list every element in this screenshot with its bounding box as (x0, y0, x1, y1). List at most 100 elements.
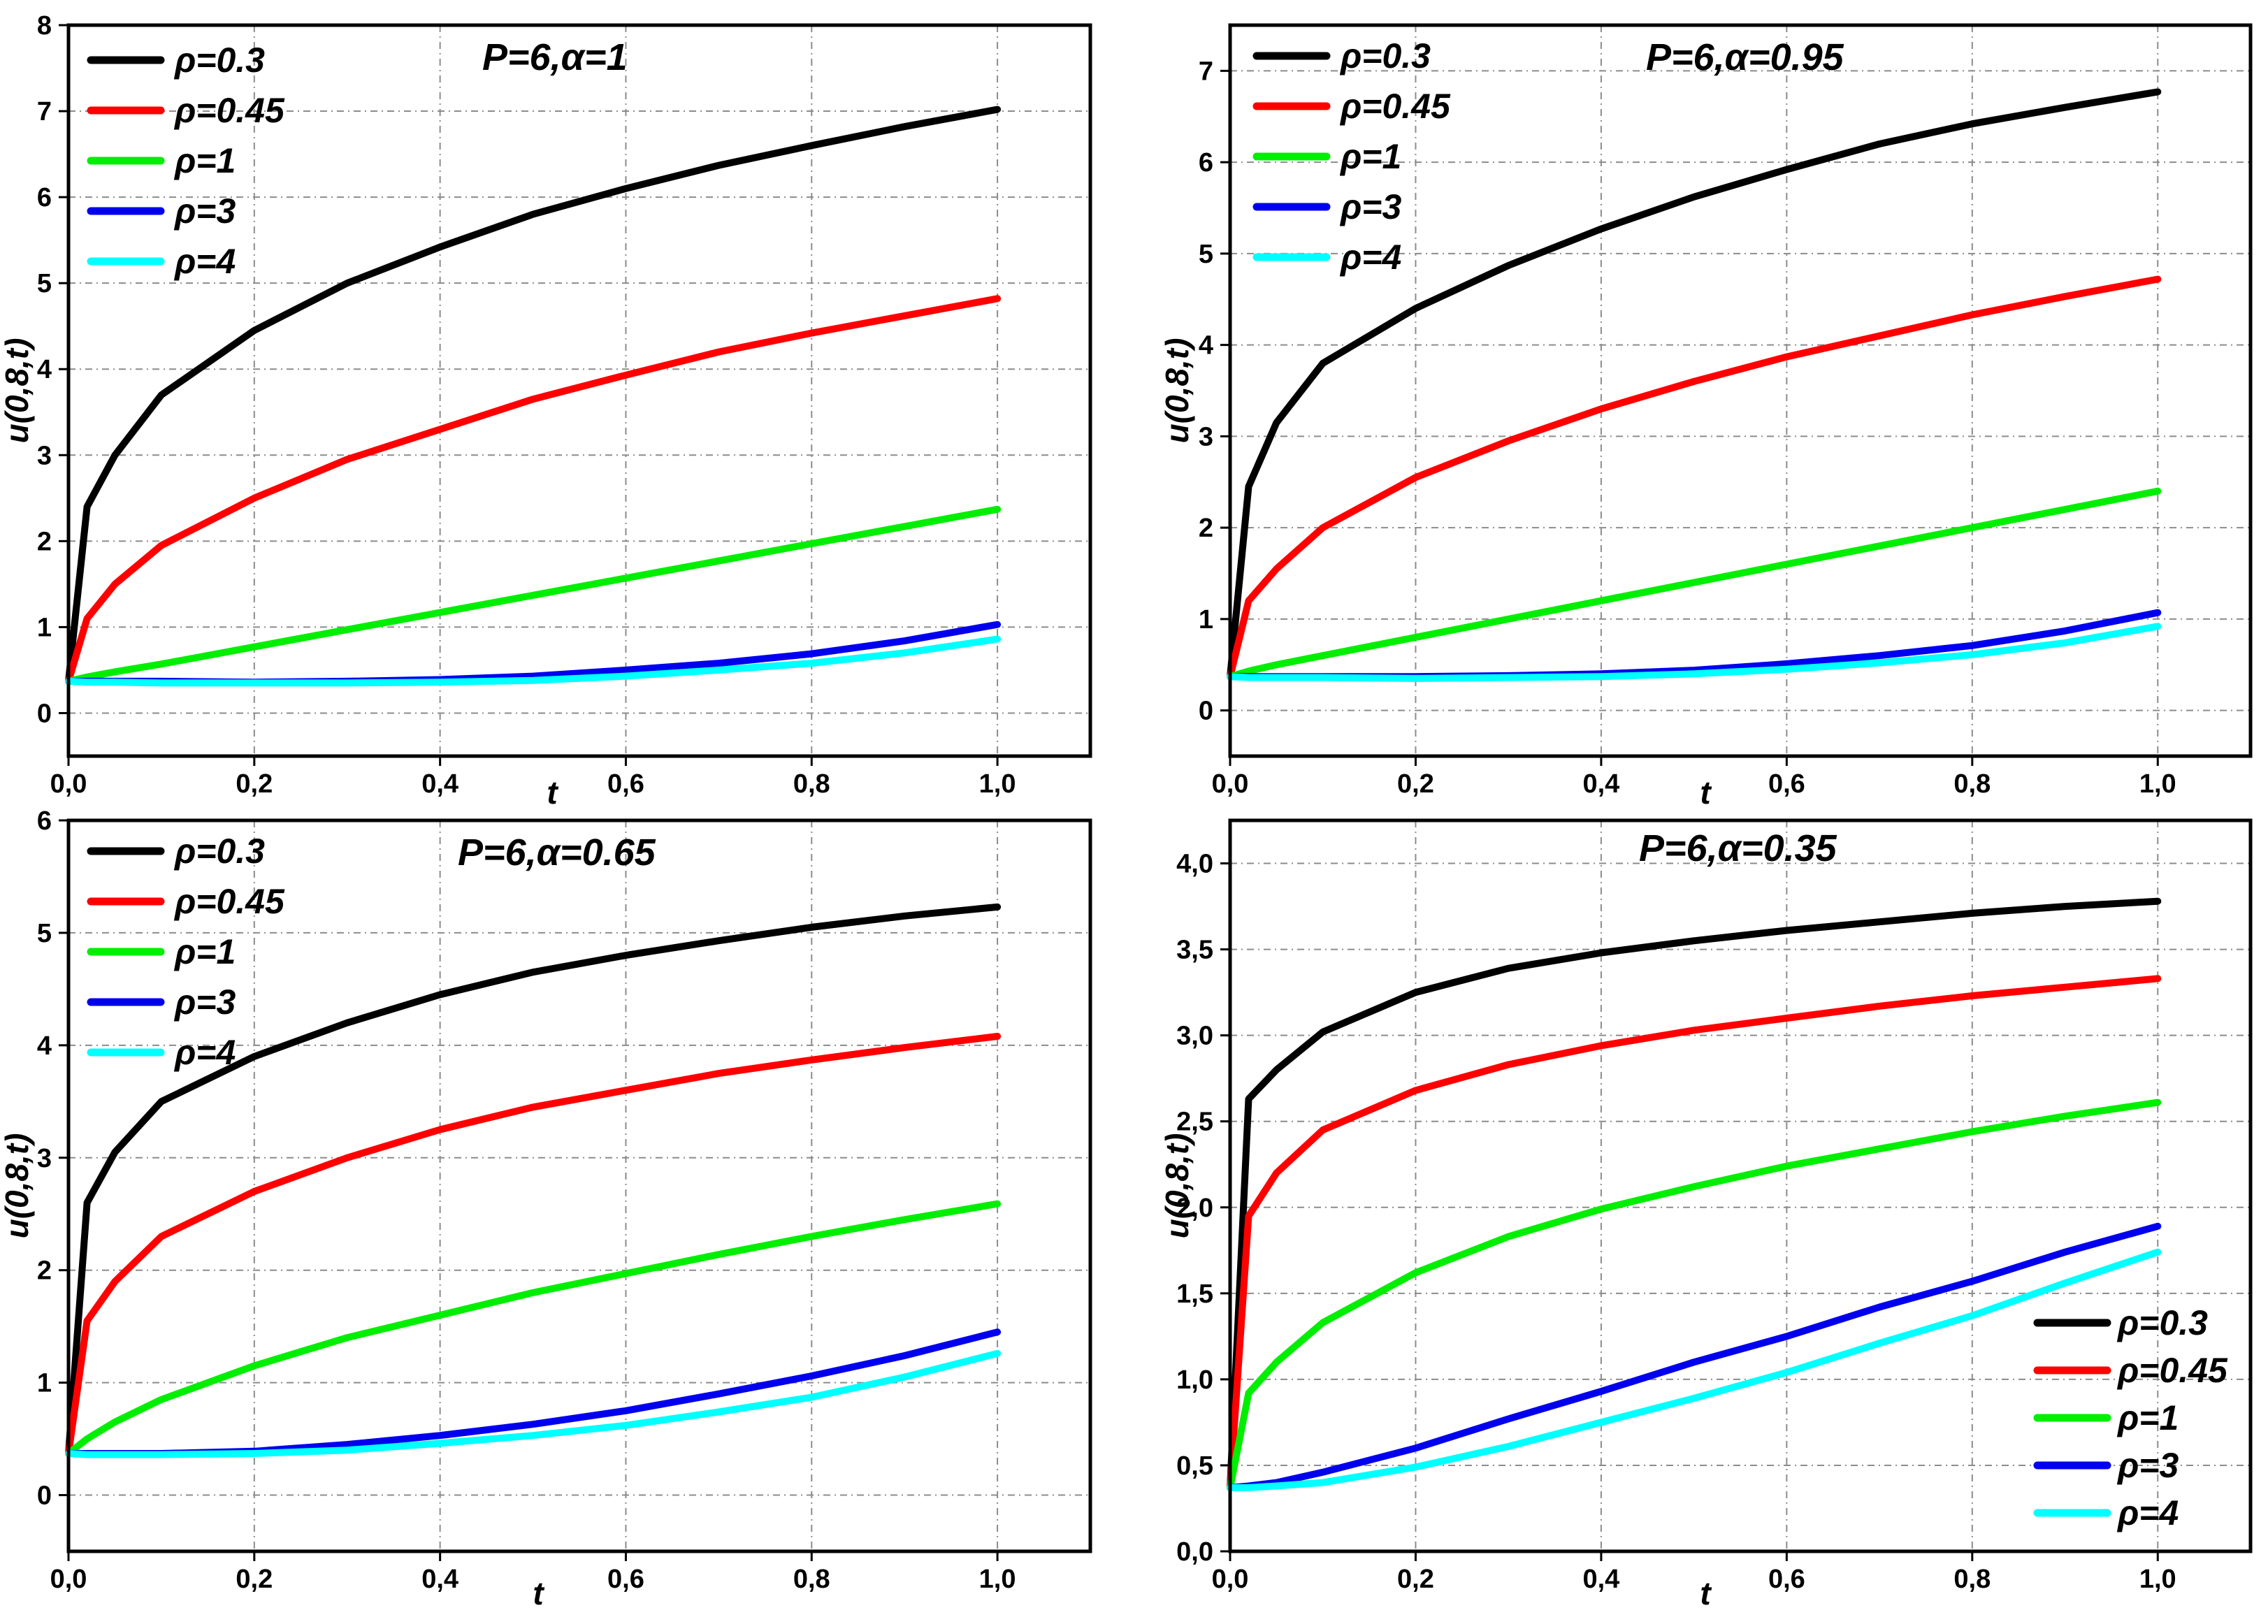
legend-label: ρ=0.3 (173, 832, 265, 871)
x-tick-label: 0,0 (50, 769, 87, 799)
x-tick-label: 0,8 (1953, 769, 1991, 799)
x-tick-label: 0,2 (236, 1565, 273, 1594)
x-tick-label: 0,6 (1768, 769, 1805, 799)
x-tick-label: 1,0 (2139, 1565, 2176, 1594)
y-axis-label: u(0,8,t) (1159, 338, 1195, 444)
y-axis-label: u(0,8,t) (0, 338, 35, 444)
x-tick-label: 0,0 (1212, 1565, 1249, 1594)
x-axis-label: t (1700, 1575, 1712, 1611)
legend: ρ=0.3 ρ=0.45 ρ=1 ρ=3 ρ=4 (87, 41, 285, 281)
x-tick-label: 0,4 (421, 1565, 458, 1594)
y-tick-label: 5 (37, 269, 52, 298)
y-tick-label: 6 (37, 806, 52, 836)
y-tick-label: 8 (37, 11, 52, 41)
x-tick-label: 0,0 (50, 1565, 87, 1594)
chart-title: P=6,α=0.95 (1646, 36, 1844, 78)
y-tick-label: 3 (1199, 422, 1213, 451)
y-tick-label: 4,0 (1176, 850, 1213, 879)
x-tick-label: 0,8 (793, 769, 830, 799)
y-tick-label: 1,5 (1176, 1279, 1213, 1309)
x-tick-label: 0,2 (1397, 769, 1434, 799)
y-tick-label: 5 (1199, 240, 1213, 269)
y-tick-label: 3 (37, 1144, 52, 1173)
x-tick-label: 0,6 (1768, 1565, 1805, 1594)
y-tick-label: 0,5 (1176, 1451, 1213, 1481)
legend: ρ=0.3 ρ=0.45 ρ=1 ρ=3 ρ=4 (1252, 36, 1451, 277)
y-tick-label: 4 (1199, 331, 1213, 361)
x-tick-label: 0,0 (1212, 769, 1249, 799)
chart-panel-2: 0,0 0,2 0,4 0,6 0,8 1,0 0 1 2 3 4 5 6 7 P=6,α=0.95 t u(0… (1159, 23, 2253, 811)
series-line-3 (65, 1200, 1002, 1457)
legend: ρ=0.3 ρ=0.45 ρ=1 ρ=3 ρ=4 (87, 832, 285, 1072)
y-tick-label: 1 (1199, 605, 1213, 635)
series-line-2 (1227, 275, 2162, 681)
x-tick-label: 0,2 (236, 769, 273, 799)
y-tick-label: 3 (37, 441, 52, 470)
x-tick-label: 0,8 (793, 1565, 830, 1594)
y-tick-label: 2,5 (1176, 1108, 1213, 1137)
x-tick-label: 0,8 (1953, 1565, 1991, 1594)
series-line-1 (1227, 897, 2162, 1491)
x-tick-label: 0,4 (421, 769, 458, 799)
y-tick-label: 6 (1199, 148, 1213, 177)
y-tick-label: 1 (37, 613, 52, 642)
plot-frame (66, 23, 1092, 758)
y-tick-label: 2 (37, 527, 52, 556)
chart-title: P=6,α=0.35 (1639, 827, 1837, 869)
y-tick-label: 0 (37, 699, 52, 728)
y-tick-label: 6 (37, 183, 52, 212)
legend-label: ρ=3 (173, 983, 236, 1022)
series-line-5 (65, 635, 1002, 687)
legend-label: ρ=4 (1339, 238, 1401, 277)
x-tick-label: 0,4 (1582, 1565, 1619, 1594)
legend-label: ρ=4 (2116, 1493, 2179, 1532)
series-line-3 (1227, 1099, 2162, 1491)
legend-label: ρ=4 (173, 1033, 236, 1072)
y-axis-label: u(0,8,t) (0, 1133, 35, 1239)
legend-label: ρ=0.3 (2116, 1303, 2208, 1342)
series-line-4 (1227, 1222, 2162, 1491)
y-tick-label: 7 (1199, 57, 1213, 86)
legend-label: ρ=1 (173, 932, 236, 971)
x-axis-label: t (533, 1575, 544, 1611)
chart-title: P=6,α=0.65 (458, 832, 656, 873)
y-tick-label: 1 (37, 1369, 52, 1398)
x-tick-label: 1,0 (979, 769, 1016, 799)
x-tick-label: 0,4 (1582, 769, 1619, 799)
legend-label: ρ=3 (173, 191, 236, 231)
x-axis-label: t (547, 774, 558, 811)
series-line-1 (65, 106, 1002, 685)
x-tick-label: 0,6 (607, 1565, 644, 1594)
y-tick-label: 0,0 (1176, 1537, 1213, 1567)
legend-label: ρ=3 (2116, 1446, 2179, 1485)
y-axis-label: u(0,8,t) (1159, 1133, 1195, 1239)
chart-title: P=6,α=1 (482, 36, 628, 78)
y-tick-label: 2 (37, 1256, 52, 1286)
y-tick-label: 4 (37, 355, 52, 384)
y-tick-label: 1,0 (1176, 1365, 1213, 1395)
legend-label: ρ=1 (2116, 1398, 2179, 1437)
y-tick-label: 3,0 (1176, 1022, 1213, 1051)
legend-label: ρ=4 (173, 242, 236, 281)
legend-label: ρ=1 (173, 141, 236, 180)
legend-label: ρ=0.3 (173, 41, 265, 80)
series-line-5 (1227, 623, 2162, 682)
y-tick-label: 7 (37, 97, 52, 126)
legend: ρ=0.3 ρ=0.45 ρ=1 ρ=3 ρ=4 (2033, 1303, 2228, 1532)
series-line-5 (1227, 1248, 2162, 1491)
x-tick-label: 0,2 (1397, 1565, 1434, 1594)
x-axis-label: t (1700, 774, 1712, 811)
y-tick-label: 0 (37, 1481, 52, 1511)
legend-label: ρ=0.45 (1339, 87, 1451, 126)
plot-frame (1228, 818, 2253, 1553)
chart-panel-3: 0,0 0,2 0,4 0,6 0,8 1,0 0 1 2 3 4 5 6 P=6,α=0.65 t u(0,… (0, 806, 1092, 1611)
y-tick-label: 5 (37, 919, 52, 948)
legend-label: ρ=0.45 (173, 882, 285, 921)
series-line-2 (65, 1033, 1002, 1457)
series-line-5 (65, 1349, 1002, 1458)
y-tick-label: 3,5 (1176, 936, 1213, 965)
y-tick-label: 0 (1199, 697, 1213, 726)
plot-frame (66, 818, 1092, 1553)
legend-label: ρ=0.45 (173, 91, 285, 130)
